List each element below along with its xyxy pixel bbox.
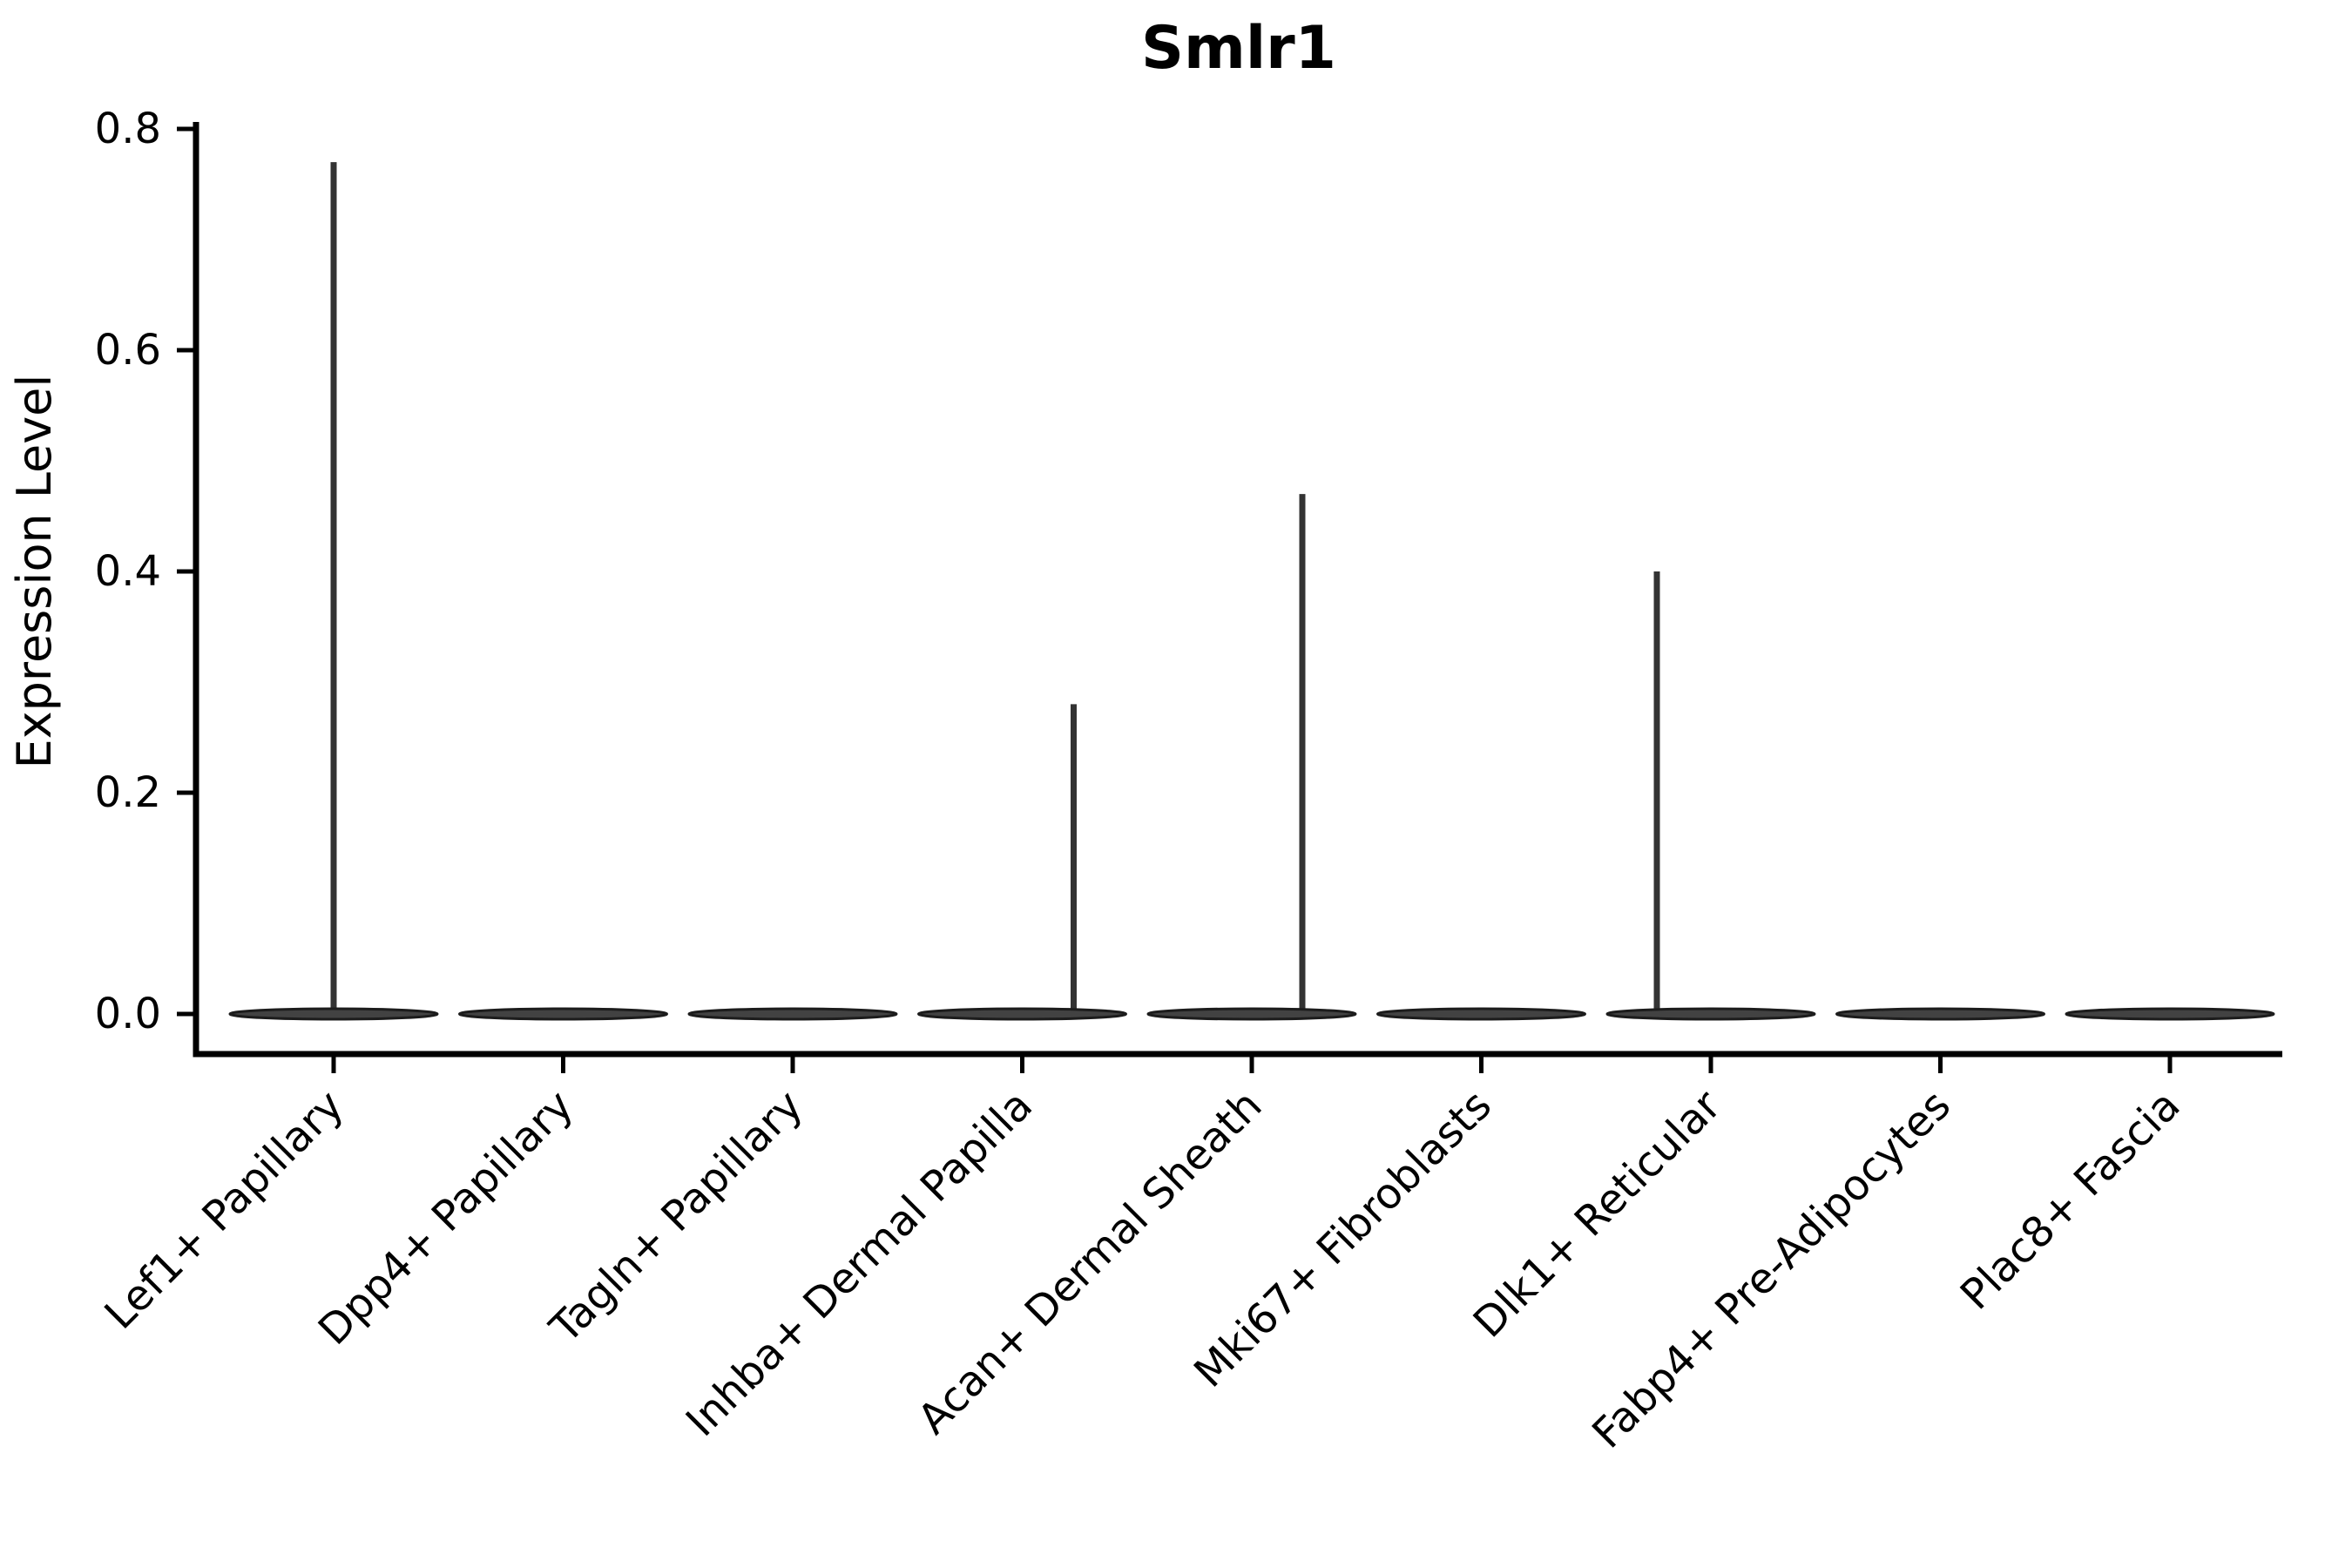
x-tick-label: Dpp4+ Papillary (309, 1081, 583, 1355)
violin-body (1376, 1007, 1586, 1021)
y-tick-label: 0.0 (95, 990, 161, 1038)
violins-layer (228, 1007, 2275, 1021)
violin-body (458, 1007, 668, 1021)
x-axis-ticks (331, 1054, 2173, 1073)
x-tick-label: Lef1+ Papillary (96, 1081, 354, 1339)
y-tick-label: 0.2 (95, 768, 161, 817)
y-tick-label: 0.8 (95, 105, 161, 153)
violin-body (687, 1007, 898, 1021)
violin-body (228, 1007, 439, 1021)
x-tick-label: Tagln+ Papillary (540, 1081, 812, 1353)
y-tick-label: 0.6 (95, 326, 161, 375)
x-tick-label: Dlk1+ Reticular (1464, 1081, 1731, 1348)
y-axis-tick-labels: 0.0 0.2 0.4 0.6 0.8 (95, 105, 161, 1038)
violin-body (1146, 1007, 1357, 1021)
y-axis-label: Expression Level (7, 375, 62, 769)
violin-body (917, 1007, 1127, 1021)
violin-body (2065, 1007, 2275, 1021)
violin-body (1835, 1007, 2045, 1021)
y-tick-label: 0.4 (95, 547, 161, 596)
x-tick-label: Plac8+ Fascia (1951, 1081, 2190, 1320)
chart-title: Smlr1 (1141, 14, 1336, 83)
violin-body (1605, 1007, 1816, 1021)
spikes-layer (330, 162, 1660, 1014)
y-axis-ticks (177, 126, 196, 1017)
